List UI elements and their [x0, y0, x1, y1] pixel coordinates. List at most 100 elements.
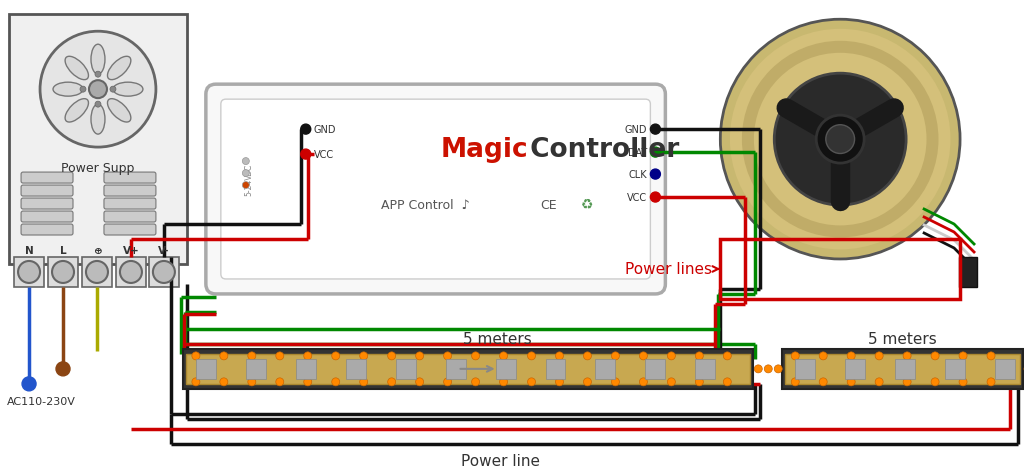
Circle shape	[243, 170, 249, 177]
Ellipse shape	[91, 105, 105, 135]
Circle shape	[304, 352, 311, 360]
Circle shape	[86, 261, 108, 283]
Bar	[82, 258, 112, 288]
Ellipse shape	[66, 99, 88, 123]
Bar	[845, 359, 865, 379]
Circle shape	[416, 352, 424, 360]
Text: AC110-230V: AC110-230V	[6, 396, 76, 406]
Circle shape	[876, 378, 883, 386]
Circle shape	[650, 148, 660, 158]
Circle shape	[443, 378, 452, 386]
Circle shape	[191, 378, 200, 386]
Bar	[346, 359, 366, 379]
Bar	[546, 359, 565, 379]
FancyBboxPatch shape	[22, 212, 73, 223]
Ellipse shape	[113, 83, 143, 97]
Circle shape	[220, 378, 227, 386]
FancyBboxPatch shape	[104, 225, 156, 236]
FancyBboxPatch shape	[22, 225, 73, 236]
FancyBboxPatch shape	[221, 100, 650, 279]
Circle shape	[774, 74, 906, 206]
Bar	[196, 359, 216, 379]
Text: APP Control  ♪: APP Control ♪	[381, 198, 469, 211]
Ellipse shape	[53, 83, 83, 97]
Circle shape	[110, 87, 116, 93]
Ellipse shape	[108, 99, 131, 123]
Circle shape	[792, 352, 800, 360]
Circle shape	[248, 352, 256, 360]
Circle shape	[987, 378, 995, 386]
Circle shape	[52, 261, 74, 283]
Circle shape	[304, 378, 311, 386]
Text: Power Supp: Power Supp	[61, 161, 135, 174]
Circle shape	[472, 352, 479, 360]
Bar	[945, 359, 965, 379]
Ellipse shape	[91, 45, 105, 75]
Text: N: N	[25, 246, 34, 256]
Circle shape	[903, 352, 911, 360]
Text: GND: GND	[313, 125, 336, 135]
Text: Magic: Magic	[440, 137, 528, 163]
Circle shape	[825, 126, 855, 154]
Circle shape	[931, 378, 939, 386]
Circle shape	[248, 378, 256, 386]
Circle shape	[584, 352, 592, 360]
Bar	[48, 258, 78, 288]
Circle shape	[301, 125, 310, 135]
Circle shape	[80, 87, 86, 93]
Bar	[496, 359, 515, 379]
Circle shape	[903, 378, 911, 386]
Circle shape	[191, 352, 200, 360]
Circle shape	[95, 72, 101, 78]
Circle shape	[359, 352, 368, 360]
Text: DC: DC	[245, 164, 253, 176]
Circle shape	[987, 352, 995, 360]
Circle shape	[742, 42, 938, 238]
Circle shape	[388, 378, 395, 386]
Text: VCC: VCC	[628, 193, 647, 203]
Text: 5 meters: 5 meters	[463, 332, 531, 347]
Text: CE: CE	[541, 198, 557, 211]
Bar	[445, 359, 466, 379]
Circle shape	[819, 352, 827, 360]
Circle shape	[555, 352, 563, 360]
Bar	[246, 359, 266, 379]
Circle shape	[500, 352, 508, 360]
Circle shape	[931, 352, 939, 360]
Circle shape	[730, 30, 950, 250]
Text: GND: GND	[625, 125, 647, 135]
Circle shape	[668, 378, 676, 386]
Circle shape	[792, 378, 800, 386]
Circle shape	[332, 378, 340, 386]
Circle shape	[584, 378, 592, 386]
Circle shape	[959, 378, 967, 386]
Text: Power lines: Power lines	[626, 262, 713, 277]
Text: 5 meters: 5 meters	[867, 332, 937, 347]
Circle shape	[754, 54, 927, 226]
Circle shape	[332, 352, 340, 360]
Circle shape	[500, 378, 508, 386]
Bar	[183, 349, 754, 389]
Circle shape	[527, 352, 536, 360]
Bar	[116, 258, 146, 288]
Circle shape	[847, 352, 855, 360]
Text: Controller: Controller	[520, 137, 679, 163]
Circle shape	[388, 352, 395, 360]
Bar	[695, 359, 716, 379]
FancyBboxPatch shape	[22, 186, 73, 197]
FancyBboxPatch shape	[22, 173, 73, 184]
Ellipse shape	[108, 57, 131, 80]
Circle shape	[95, 102, 101, 108]
Circle shape	[755, 365, 762, 373]
Circle shape	[723, 352, 731, 360]
Text: L: L	[59, 246, 67, 256]
FancyBboxPatch shape	[104, 186, 156, 197]
Circle shape	[650, 170, 660, 179]
Text: V-: V-	[158, 246, 170, 256]
Circle shape	[639, 352, 647, 360]
FancyBboxPatch shape	[104, 212, 156, 223]
Circle shape	[56, 362, 70, 376]
Bar	[296, 359, 315, 379]
Text: CLK: CLK	[629, 170, 647, 179]
Bar	[720, 239, 961, 299]
